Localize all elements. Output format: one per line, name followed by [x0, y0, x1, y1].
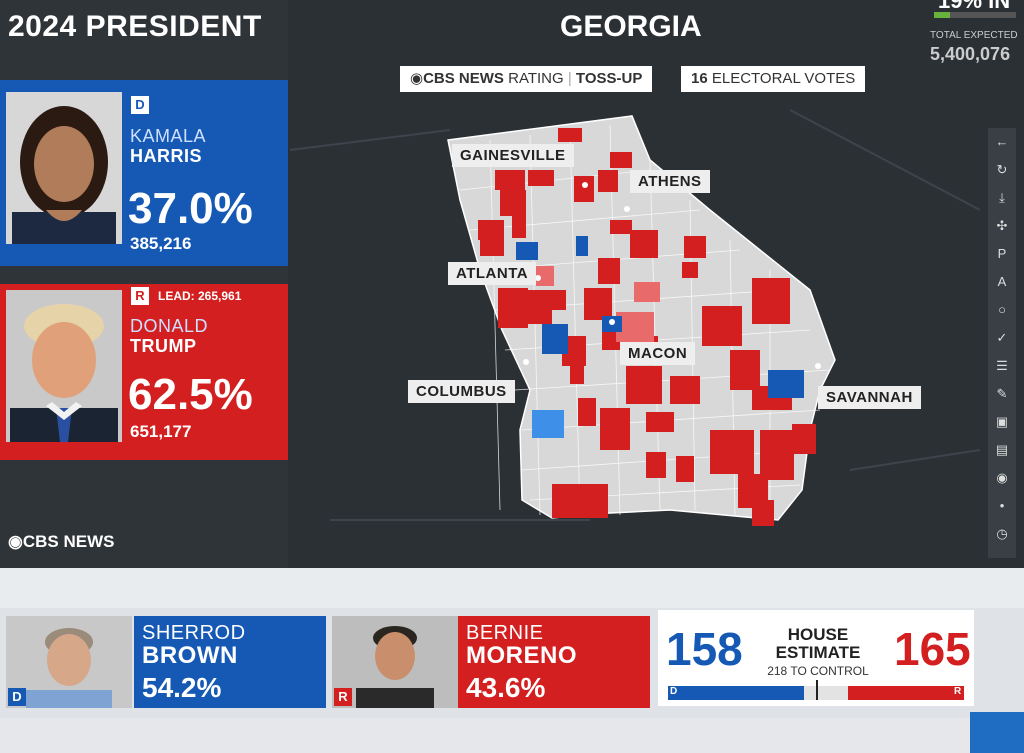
refresh-icon[interactable]: ↻ — [996, 162, 1008, 177]
lead-margin: LEAD: 265,961 — [158, 289, 242, 303]
house-rep-bar — [848, 686, 964, 700]
cbs-news-logo: ◉CBS NEWS — [8, 532, 115, 551]
eye-icon[interactable]: ◉ — [996, 470, 1008, 485]
check-icon[interactable]: ✓ — [996, 330, 1008, 345]
percent-reporting: 19% IN — [938, 0, 1011, 13]
house-estimate-title: HOUSE ESTIMATE — [775, 625, 861, 662]
house-control-label: 218 TO CONTROL — [767, 664, 869, 678]
back-arrow-icon[interactable]: ← — [995, 134, 1009, 149]
puzzle-icon[interactable]: ✣ — [996, 218, 1008, 233]
lower-band — [0, 568, 1024, 608]
cbs-eye-icon: ◉ — [8, 532, 23, 551]
senate-info: BERNIE MORENO 43.6% — [458, 616, 650, 708]
candidate-photo — [332, 616, 458, 708]
city-label-atlanta: ATLANTA — [448, 262, 537, 285]
lean-republican-counties — [536, 266, 660, 342]
georgia-county-map[interactable] — [290, 90, 980, 565]
clock-icon[interactable]: ◷ — [996, 526, 1008, 541]
house-seat-bar: D R — [668, 680, 964, 700]
candidate-photo — [6, 616, 132, 708]
candidate-percent: 54.2% — [142, 672, 222, 703]
party-badge: R — [131, 287, 149, 305]
race-rating: ◉CBS NEWS RATING | TOSS-UP — [400, 66, 653, 92]
candidate-last-name: BROWN — [142, 642, 238, 669]
candidate-first-name: DONALD — [130, 316, 209, 336]
city-label-savannah: SAVANNAH — [818, 386, 921, 409]
a-icon[interactable]: A — [997, 274, 1007, 289]
city-label-macon: MACON — [620, 342, 696, 365]
candidate-votes: 385,216 — [130, 234, 192, 253]
lean-democratic-counties — [532, 410, 564, 438]
candidate-card-trump[interactable]: R LEAD: 265,961 DONALD TRUMP 62.5% 651,1… — [0, 284, 288, 460]
dot-icon[interactable]: • — [999, 498, 1005, 513]
candidate-percent: 43.6% — [466, 672, 546, 703]
candidate-photo — [6, 92, 122, 244]
party-badge: R — [334, 688, 352, 706]
reporting-progress-bar — [934, 12, 1016, 18]
reporting-progress-fill — [934, 12, 950, 18]
candidate-last-name: MORENO — [466, 642, 577, 669]
state-title: GEORGIA — [560, 10, 702, 43]
cbs-eye-icon: ◉ — [410, 70, 424, 87]
house-rep-tag: R — [954, 686, 962, 697]
candidate-percent: 62.5% — [128, 370, 253, 419]
camera-icon[interactable]: ▤ — [995, 442, 1009, 457]
party-badge: D — [131, 96, 149, 114]
image-icon[interactable]: ▣ — [995, 414, 1009, 429]
pencil-icon[interactable]: ✎ — [996, 386, 1008, 401]
city-markers — [523, 182, 821, 369]
map-toolbar: ← ↻ ⤓ ✣ P A ○ ✓ ☰ ✎ ▣ ▤ ◉ • ◷ — [988, 128, 1016, 558]
city-label-gainesville: GAINESVILLE — [452, 144, 574, 167]
house-dem-seats: 158 — [666, 623, 743, 675]
candidate-first-name: SHERROD — [142, 622, 246, 644]
candidate-first-name: BERNIE — [466, 622, 544, 644]
house-rep-seats: 165 — [894, 623, 971, 675]
senate-card-moreno[interactable]: R BERNIE MORENO 43.6% — [332, 616, 650, 708]
p-icon[interactable]: P — [997, 246, 1007, 261]
race-title: 2024 PRESIDENT — [8, 10, 262, 43]
lower-strip — [0, 718, 1024, 753]
candidate-last-name: HARRIS — [130, 146, 203, 166]
party-badge: D — [8, 688, 26, 706]
total-expected-label: TOTAL EXPECTED — [930, 30, 1018, 41]
city-label-athens: ATHENS — [630, 170, 710, 193]
total-expected-value: 5,400,076 — [930, 44, 1011, 64]
candidate-photo — [6, 290, 122, 442]
house-dem-tag: D — [670, 686, 678, 697]
candidate-last-name: TRUMP — [130, 336, 197, 356]
lower-strip-accent — [970, 712, 1024, 753]
house-control-marker — [816, 680, 818, 700]
electoral-votes: 16 ELECTORAL VOTES — [681, 66, 866, 92]
download-icon[interactable]: ⤓ — [999, 190, 1005, 205]
senate-info: SHERROD BROWN 54.2% — [134, 616, 326, 708]
house-dem-bar — [668, 686, 804, 700]
candidate-votes: 651,177 — [130, 422, 192, 441]
city-label-columbus: COLUMBUS — [408, 380, 515, 403]
circle-icon[interactable]: ○ — [998, 302, 1006, 317]
senate-card-brown[interactable]: D SHERROD BROWN 54.2% — [6, 616, 326, 708]
candidate-first-name: KAMALA — [130, 126, 207, 146]
house-estimate[interactable]: 158 165 HOUSE ESTIMATE 218 TO CONTROL D … — [658, 610, 974, 706]
list-icon[interactable]: ☰ — [996, 358, 1008, 373]
candidate-percent: 37.0% — [128, 184, 253, 233]
candidate-card-harris[interactable]: D KAMALA HARRIS 37.0% 385,216 — [0, 80, 288, 266]
